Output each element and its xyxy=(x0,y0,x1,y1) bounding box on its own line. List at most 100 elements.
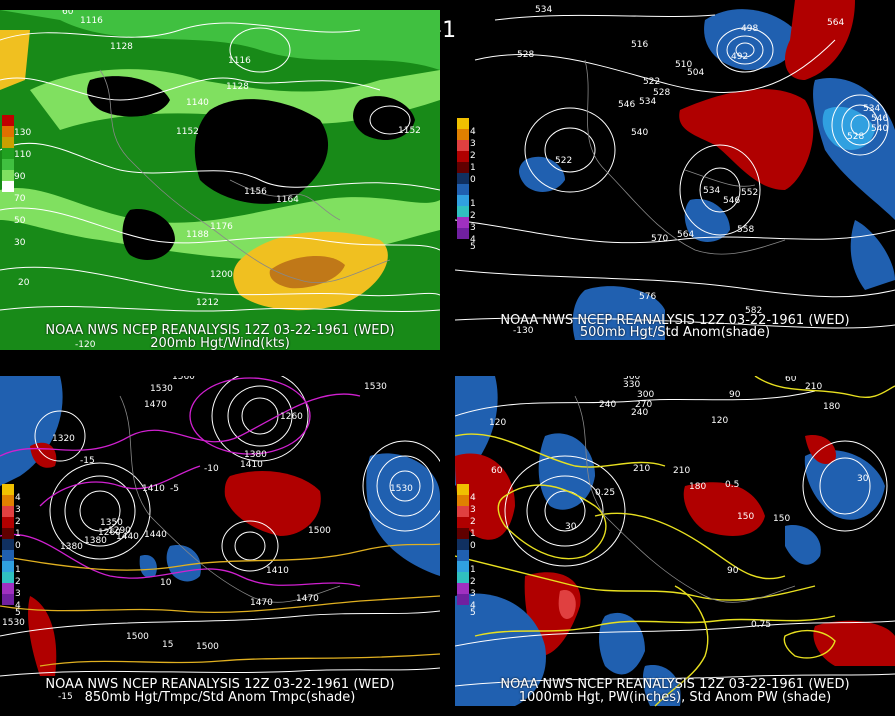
caption-field: 500mb Hgt/Std Anom(shade) xyxy=(579,325,771,340)
legend-swatch xyxy=(2,115,14,126)
contour-label: 0.5 xyxy=(725,480,740,490)
contour-label: 534 xyxy=(639,97,657,107)
legend-label: 2 xyxy=(470,151,476,161)
lon-label: -120 xyxy=(75,340,96,350)
contour-label: 1350 xyxy=(100,518,123,528)
caption-field: 850mb Hgt/Tmpc/Std Anom Tmpc(shade) xyxy=(84,690,356,705)
contour-label: 90 xyxy=(729,390,741,400)
contour-label: 1164 xyxy=(276,195,299,205)
contour-label: 30 xyxy=(857,474,869,484)
contour-label: 510 xyxy=(675,60,693,70)
contour-label: 534 xyxy=(535,5,553,15)
legend-swatch xyxy=(457,506,469,517)
contour-label: 210 xyxy=(673,466,691,476)
contour-label: 498 xyxy=(741,24,759,34)
contour-label: 1200 xyxy=(210,270,233,280)
legend-label: 2 xyxy=(15,517,21,527)
caption-source: NOAA NWS NCEP REANALYSIS 12Z 03-22-1961 … xyxy=(45,323,395,338)
legend-swatch xyxy=(2,126,14,137)
legend-swatch xyxy=(2,539,14,550)
caption-source: NOAA NWS NCEP REANALYSIS 12Z 03-22-1961 … xyxy=(500,313,850,328)
caption-source: NOAA NWS NCEP REANALYSIS 12Z 03-22-1961 … xyxy=(500,677,850,692)
contour-label: 1440 xyxy=(144,530,167,540)
contour-label: 90 xyxy=(727,566,739,576)
legend-swatch xyxy=(2,181,14,192)
contour-label: 210 xyxy=(805,382,823,392)
legend-label: 1 xyxy=(15,565,21,575)
contour-label: 564 xyxy=(827,18,845,28)
contour-label: 1152 xyxy=(176,127,199,137)
legend-swatch xyxy=(457,217,469,228)
map-500mb xyxy=(455,0,895,340)
contour-label: 540 xyxy=(871,124,889,134)
contour-label: 1380 xyxy=(244,450,267,460)
legend-swatch xyxy=(2,517,14,528)
contour-label: 0.75 xyxy=(751,620,772,630)
contour-label: 300 xyxy=(637,390,655,400)
contour-label: 330 xyxy=(623,380,641,390)
contour-label: 1410 xyxy=(266,566,289,576)
contour-label: 1500 xyxy=(196,642,219,652)
legend-swatch xyxy=(457,118,469,129)
contour-label: 1530 xyxy=(390,484,413,494)
contour-label: 1128 xyxy=(226,82,249,92)
contour-label: 1380 xyxy=(84,536,107,546)
legend-label: 1 xyxy=(15,529,21,539)
contour-label: 1530 xyxy=(150,384,173,394)
legend-label: 0 xyxy=(470,541,476,551)
contour-label: 1470 xyxy=(250,598,273,608)
contour-label: 270 xyxy=(635,400,653,410)
legend-swatch xyxy=(457,583,469,594)
contour-label: 582 xyxy=(745,306,763,316)
contour-label: 1500 xyxy=(308,526,331,536)
contour-label: 180 xyxy=(823,402,841,412)
legend-swatch xyxy=(457,129,469,140)
legend-label: 130 xyxy=(14,128,32,138)
legend-label: 3 xyxy=(470,589,476,599)
contour-label: 60 xyxy=(785,376,797,384)
contour-label: 1410 xyxy=(240,460,263,470)
contour-label: 10 xyxy=(160,578,172,588)
contour-label: 360 xyxy=(623,376,641,382)
legend-swatch xyxy=(457,151,469,162)
legend-label: 4 xyxy=(15,493,21,503)
legend-label: 3 xyxy=(470,505,476,515)
legend-swatch xyxy=(2,495,14,506)
lon-label: -130 xyxy=(513,326,534,336)
legend-label: 2 xyxy=(470,211,476,221)
contour-label: 1128 xyxy=(110,42,133,52)
legend-swatch xyxy=(457,206,469,217)
contour-label: 1320 xyxy=(52,434,75,444)
legend-swatch xyxy=(2,506,14,517)
legend-1000mb xyxy=(457,484,469,605)
contour-label: 528 xyxy=(653,88,671,98)
contour-label: 546 xyxy=(618,100,636,110)
contour-label: -15 xyxy=(58,692,73,702)
legend-label: 90 xyxy=(14,172,26,182)
legend-swatch xyxy=(2,484,14,495)
contour-label: 1530 xyxy=(2,618,25,628)
caption-field: 200mb Hgt/Wind(kts) xyxy=(150,336,290,351)
legend-swatch xyxy=(2,583,14,594)
legend-200mb xyxy=(2,115,14,192)
legend-label: 2 xyxy=(470,517,476,527)
contour-label: 150 xyxy=(773,514,791,524)
contour-label: 1260 xyxy=(98,528,121,538)
contour-label: 30 xyxy=(565,522,577,532)
legend-label: 2 xyxy=(15,577,21,587)
contour-label: 1470 xyxy=(144,400,167,410)
contour-label: 1156 xyxy=(244,187,267,197)
legend-label: 3 xyxy=(470,223,476,233)
contour-label: 534 xyxy=(863,104,881,114)
contour-label: 546 xyxy=(723,196,741,206)
contour-label: 120 xyxy=(711,416,729,426)
contour-label: 1470 xyxy=(296,594,319,604)
legend-label: 50 xyxy=(14,216,26,226)
contour-label: 552 xyxy=(741,188,759,198)
contour-label: 1116 xyxy=(80,16,103,26)
legend-label: 5 xyxy=(470,242,476,252)
legend-label: 2 xyxy=(470,577,476,587)
contour-label: 546 xyxy=(871,114,889,124)
legend-swatch xyxy=(457,184,469,195)
legend-label: 4 xyxy=(15,601,21,611)
